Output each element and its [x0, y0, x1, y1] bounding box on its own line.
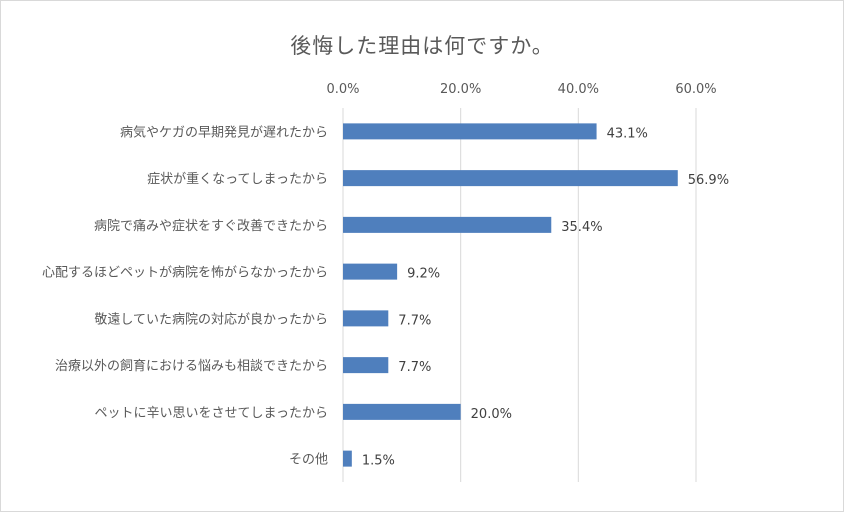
- data-label: 20.0%: [471, 407, 512, 422]
- category-label: 心配するほどペットが病院を怖がらなかったから: [42, 265, 328, 281]
- bar: [343, 403, 461, 420]
- category-label: その他: [289, 453, 328, 468]
- bar: [343, 450, 352, 467]
- category-label: 敬遠していた病院の対応が良かったから: [94, 311, 328, 327]
- data-label: 43.1%: [607, 126, 648, 141]
- bars: [343, 123, 678, 467]
- data-label: 7.7%: [398, 313, 431, 328]
- data-label: 7.7%: [398, 360, 431, 375]
- bar: [343, 216, 552, 233]
- data-label: 9.2%: [407, 267, 440, 282]
- data-label: 1.5%: [362, 454, 395, 469]
- x-tick-label: 40.0%: [558, 82, 599, 97]
- x-tick-label: 0.0%: [326, 82, 359, 97]
- category-labels: 病気やケガの早期発見が遅れたから症状が重くなってしまったから病院で痛みや症状をす…: [42, 124, 328, 467]
- category-label: 病院で痛みや症状をすぐ改善できたから: [94, 218, 328, 234]
- x-tick-label: 20.0%: [440, 82, 481, 97]
- data-labels: 43.1% 56.9% 35.4% 9.2% 7.7% 7.7% 20.0% 1.5%: [362, 126, 729, 468]
- gridlines: [342, 108, 697, 482]
- data-label: 35.4%: [561, 220, 602, 235]
- x-tick-label: 60.0%: [675, 82, 716, 97]
- bar: [343, 310, 389, 327]
- bar: [343, 263, 398, 280]
- bar: [343, 123, 597, 140]
- category-label: 症状が重くなってしまったから: [147, 171, 328, 187]
- category-label: ペットに辛い思いをさせてしまったから: [95, 406, 328, 421]
- category-label: 病気やケガの早期発見が遅れたから: [120, 124, 328, 140]
- category-label: 治療以外の飼育における悩みも相談できたから: [55, 358, 328, 374]
- bar: [343, 170, 678, 187]
- x-axis-ticks: 0.0% 20.0% 40.0% 60.0%: [326, 82, 716, 97]
- data-label: 56.9%: [688, 173, 729, 188]
- chart-title: 後悔した理由は何ですか。: [290, 34, 554, 58]
- bar: [343, 357, 389, 374]
